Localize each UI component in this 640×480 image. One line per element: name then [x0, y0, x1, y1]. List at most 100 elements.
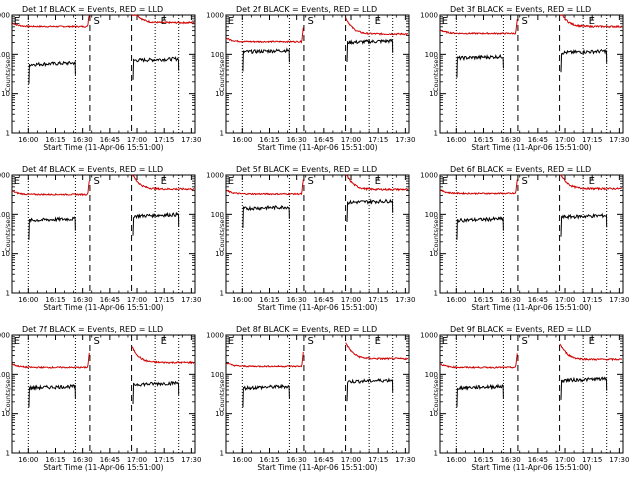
lld-series-line — [12, 174, 195, 197]
y-tick-label: 1 — [434, 450, 438, 458]
panel-det-2: Det 2f BLACK = Events, RED = LLD Counts/s… — [206, 5, 415, 152]
y-tick-label: 1 — [220, 450, 224, 458]
x-tick-label: 17:30 — [181, 136, 201, 144]
panel-title: Det 3f BLACK = Events, RED = LLD — [450, 5, 591, 14]
panel-det-6: Det 6f BLACK = Events, RED = LLD Counts/s… — [420, 165, 629, 312]
x-axis-label: Start Time (11-Apr-06 15:51:00) — [257, 303, 377, 312]
y-axis-label: Counts/sec — [4, 216, 12, 252]
event-marker-e: E — [442, 176, 448, 187]
events-series-line — [28, 380, 180, 408]
x-tick-label: 17:30 — [181, 296, 201, 304]
plot-frame — [439, 174, 624, 294]
y-axis-label: Counts/sec — [432, 56, 440, 92]
x-tick-label: 16:45 — [314, 296, 334, 304]
event-marker-e: E — [442, 16, 448, 27]
x-tick-label: 16:45 — [528, 136, 548, 144]
y-axis-label: Counts/sec — [432, 216, 440, 252]
event-marker-e: E — [161, 16, 167, 27]
y-tick-label: 10 — [215, 250, 224, 258]
x-axis-label: Start Time (11-Apr-06 15:51:00) — [471, 463, 591, 472]
event-marker-s: S — [94, 336, 100, 347]
x-tick-label: 17:15 — [368, 456, 388, 464]
plot-frame — [225, 334, 410, 454]
x-tick-label: 17:15 — [154, 456, 174, 464]
y-tick-label: 100 — [211, 211, 224, 219]
panel-title: Det 6f BLACK = Events, RED = LLD — [450, 165, 591, 174]
panel-title: Det 5f BLACK = Events, RED = LLD — [236, 165, 377, 174]
y-tick-label: 1 — [220, 290, 224, 298]
y-tick-label: 1000 — [420, 12, 438, 20]
x-tick-label: 16:00 — [232, 296, 252, 304]
x-tick-label: 17:00 — [127, 136, 147, 144]
events-series-line — [242, 198, 394, 229]
y-tick-label: 10 — [429, 410, 438, 418]
lld-series-line — [12, 14, 195, 28]
y-tick-label: 100 — [211, 51, 224, 59]
y-tick-label: 10 — [429, 90, 438, 98]
y-tick-label: 10 — [215, 410, 224, 418]
x-tick-label: 16:45 — [314, 136, 334, 144]
event-marker-e: E — [589, 176, 595, 187]
event-marker-e: E — [228, 336, 234, 347]
panel-title: Det 9f BLACK = Events, RED = LLD — [450, 325, 591, 334]
events-series-line — [456, 212, 608, 240]
x-tick-label: 16:45 — [314, 456, 334, 464]
x-tick-label: 17:00 — [341, 136, 361, 144]
y-tick-label: 1000 — [206, 12, 224, 20]
y-tick-label: 100 — [0, 371, 10, 379]
x-axis-label: Start Time (11-Apr-06 15:51:00) — [257, 143, 377, 152]
panel-det-4: Det 4f BLACK = Events, RED = LLD Counts/s… — [0, 165, 201, 312]
x-tick-label: 16:15 — [259, 456, 279, 464]
x-tick-label: 16:00 — [446, 296, 466, 304]
event-marker-s: S — [94, 176, 100, 187]
x-tick-label: 17:15 — [154, 296, 174, 304]
x-axis-label: Start Time (11-Apr-06 15:51:00) — [257, 463, 377, 472]
x-tick-label: 17:00 — [555, 456, 575, 464]
x-tick-label: 17:15 — [368, 296, 388, 304]
x-tick-label: 16:15 — [259, 296, 279, 304]
panel-title: Det 4f BLACK = Events, RED = LLD — [22, 165, 163, 174]
event-marker-s: S — [308, 16, 314, 27]
x-tick-label: 17:00 — [555, 136, 575, 144]
panel-det-9: Det 9f BLACK = Events, RED = LLD Counts/s… — [420, 325, 629, 472]
y-tick-label: 100 — [0, 211, 10, 219]
y-tick-label: 100 — [425, 371, 438, 379]
x-tick-label: 16:15 — [473, 456, 493, 464]
x-tick-label: 16:30 — [501, 456, 521, 464]
x-tick-label: 17:30 — [395, 136, 415, 144]
y-tick-label: 100 — [425, 51, 438, 59]
lld-series-line — [226, 17, 408, 44]
y-tick-label: 1 — [6, 130, 10, 138]
plot-frame — [11, 174, 196, 294]
lld-series-line — [440, 174, 623, 196]
x-tick-label: 16:00 — [18, 296, 38, 304]
event-marker-e: E — [375, 176, 381, 187]
x-tick-label: 16:00 — [232, 456, 252, 464]
event-marker-e: E — [589, 336, 595, 347]
event-marker-s: S — [94, 16, 100, 27]
x-tick-label: 16:45 — [528, 456, 548, 464]
x-tick-label: 17:30 — [609, 456, 629, 464]
x-tick-label: 16:30 — [287, 296, 307, 304]
x-tick-label: 17:15 — [582, 296, 602, 304]
x-tick-label: 16:00 — [446, 456, 466, 464]
y-tick-label: 100 — [425, 211, 438, 219]
x-tick-label: 16:15 — [45, 136, 65, 144]
event-marker-e: E — [589, 16, 595, 27]
y-axis-label: Counts/sec — [218, 216, 226, 252]
y-tick-label: 10 — [215, 90, 224, 98]
plot-frame — [11, 14, 196, 134]
panel-det-7: Det 7f BLACK = Events, RED = LLD Counts/s… — [0, 325, 201, 472]
lld-series-line — [440, 14, 623, 35]
panel-det-8: Det 8f BLACK = Events, RED = LLD Counts/s… — [206, 325, 415, 472]
x-tick-label: 17:00 — [127, 456, 147, 464]
y-tick-label: 1000 — [0, 332, 10, 340]
event-marker-e: E — [375, 16, 381, 27]
panel-title: Det 7f BLACK = Events, RED = LLD — [22, 325, 163, 334]
x-tick-label: 17:15 — [154, 136, 174, 144]
x-tick-label: 17:15 — [582, 136, 602, 144]
y-tick-label: 1000 — [420, 172, 438, 180]
y-tick-label: 10 — [429, 250, 438, 258]
x-tick-label: 16:45 — [100, 296, 120, 304]
y-tick-label: 1000 — [0, 12, 10, 20]
